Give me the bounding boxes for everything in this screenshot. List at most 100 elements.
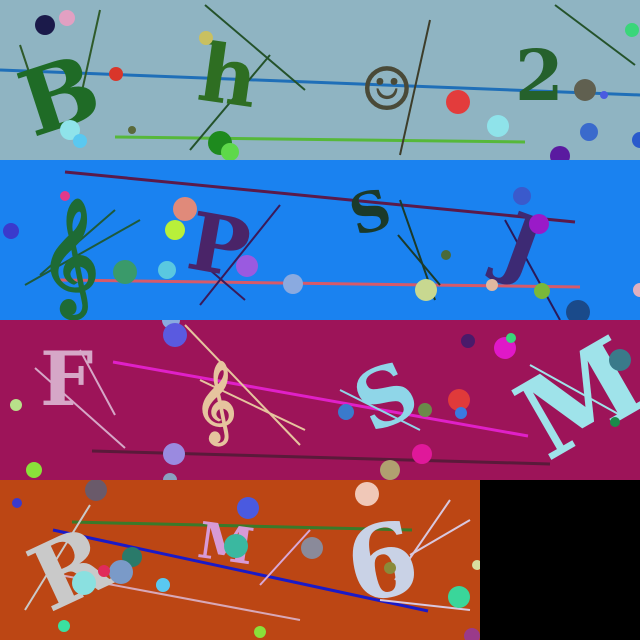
band-4-dot	[472, 560, 480, 570]
band-3-dot	[506, 333, 516, 343]
band-2-dot	[283, 274, 303, 294]
band-1: B h ☺ 2	[0, 0, 640, 160]
band-4-dot	[224, 534, 248, 558]
band-3-line	[112, 360, 529, 438]
band-3-dot	[163, 443, 185, 465]
band-1-line	[399, 19, 431, 156]
band-3-dot	[609, 349, 631, 371]
band-4-dot	[237, 497, 259, 519]
band-2-line	[64, 170, 576, 224]
band-3-glyph-2: 𝄞	[195, 359, 236, 447]
band-1-dot	[109, 67, 123, 81]
band-3-dot	[448, 389, 470, 411]
band-3-dot	[338, 404, 354, 420]
band-1-line	[114, 135, 526, 144]
band-1-canvas: B h ☺ 2	[0, 0, 640, 160]
band-2-dot	[534, 283, 550, 299]
band-3-glyph-1: F	[40, 335, 93, 423]
band-4-dot	[72, 571, 96, 595]
band-3-line	[199, 379, 306, 431]
band-1-dot	[221, 143, 239, 160]
band-2-dot	[60, 191, 70, 201]
band-2-line	[24, 219, 141, 286]
band-1-line	[189, 54, 271, 151]
band-4-dot	[85, 480, 107, 501]
band-1-dot	[580, 123, 598, 141]
band-2-line	[199, 204, 281, 306]
band-2-dot	[3, 223, 19, 239]
band-3-dot	[10, 399, 22, 411]
band-1-dot	[632, 132, 640, 148]
band-1-line	[554, 4, 636, 66]
band-2-glyph-1: 𝄞	[40, 196, 99, 320]
band-4-line	[24, 504, 91, 611]
band-3-line	[184, 324, 301, 446]
band-1-dot	[625, 23, 639, 37]
band-3: F 𝄞 S M	[0, 320, 640, 480]
band-2-dot	[441, 250, 451, 260]
band-1-glyph-3: ☺	[360, 55, 414, 125]
band-2-dot	[236, 255, 258, 277]
band-1-glyph-4: 2	[515, 34, 564, 117]
band-3-line	[529, 364, 621, 416]
band-3-dot	[412, 444, 432, 464]
band-3-dot	[26, 462, 42, 478]
band-4-canvas: R M 6	[0, 480, 480, 640]
band-3-dot	[461, 334, 475, 348]
band-3-line	[34, 367, 126, 449]
band-4-line	[409, 519, 471, 556]
band-2-line	[504, 219, 561, 320]
band-1-dot	[59, 10, 75, 26]
band-1-dot	[487, 115, 509, 137]
band-4-line	[394, 499, 451, 581]
band-2-line	[209, 269, 246, 301]
band-4: R M 6	[0, 480, 480, 640]
band-1-dot	[600, 91, 608, 99]
band-1-line	[0, 68, 640, 97]
band-4-line	[259, 529, 311, 586]
band-2-dot	[173, 197, 197, 221]
band-1-dot	[60, 120, 80, 140]
band-4-line	[71, 520, 413, 532]
band-4-dot	[12, 498, 22, 508]
band-2: 𝄞 P S J	[0, 160, 640, 320]
band-4-dot	[98, 565, 110, 577]
band-4-dot	[384, 562, 396, 574]
band-3-dot	[163, 323, 187, 347]
band-2-dot	[566, 300, 590, 320]
band-4-dot	[448, 586, 470, 608]
band-1-background	[0, 0, 640, 160]
band-1-line	[79, 9, 101, 101]
band-3-line	[339, 389, 421, 431]
band-4-line	[379, 599, 471, 611]
band-4-dot	[355, 482, 379, 506]
band-4-dot	[301, 537, 323, 559]
band-3-dot	[455, 407, 467, 419]
band-2-dot	[158, 261, 176, 279]
band-2-background	[0, 160, 640, 320]
band-3-dot	[418, 403, 432, 417]
band-2-dot	[165, 220, 185, 240]
band-1-dot	[35, 15, 55, 35]
band-4-line	[59, 574, 301, 621]
band-4-dot	[109, 560, 133, 584]
band-1-dot	[574, 79, 596, 101]
band-2-dot	[113, 260, 137, 284]
band-2-canvas: 𝄞 P S J	[0, 160, 640, 320]
band-3-dot	[163, 473, 177, 480]
band-2-line	[397, 234, 441, 286]
band-1-dot	[128, 126, 136, 134]
empty-region	[480, 480, 640, 640]
band-4-dot	[254, 626, 266, 638]
band-2-dot	[633, 283, 640, 297]
band-1-dot	[550, 146, 570, 160]
band-1-dot	[199, 31, 213, 45]
band-2-dot	[513, 187, 531, 205]
band-2-line	[39, 209, 116, 276]
band-1-line	[204, 4, 306, 91]
band-1-dot	[73, 134, 87, 148]
band-4-line	[52, 528, 429, 613]
band-2-dot	[529, 214, 549, 234]
band-2-dot	[486, 279, 498, 291]
band-1-dot	[446, 90, 470, 114]
